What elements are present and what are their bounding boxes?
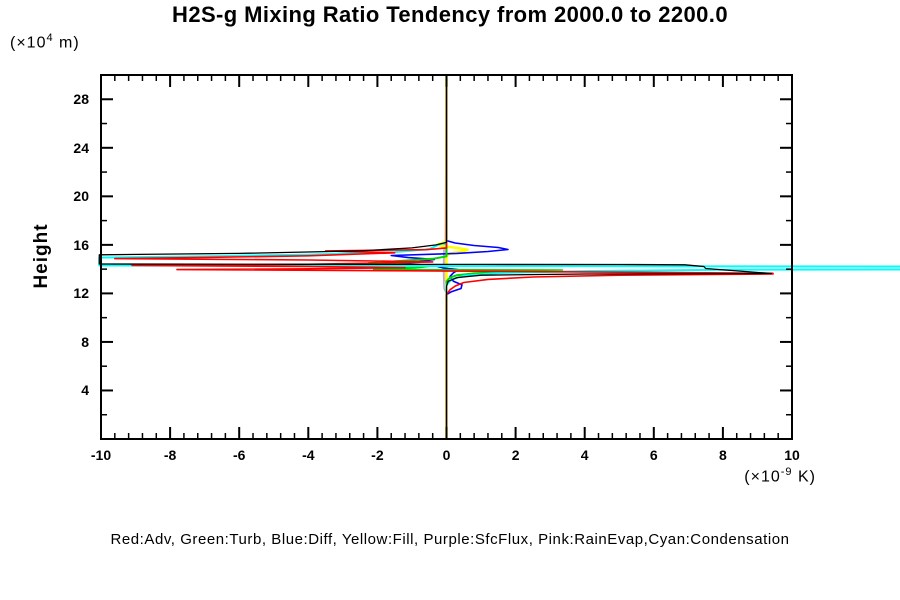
y-tick-label: 24 xyxy=(73,139,89,156)
y-tick-label: 4 xyxy=(81,382,89,399)
y-tick-label: 8 xyxy=(81,333,89,350)
x-tick-label: 10 xyxy=(784,447,800,463)
x-tick-label: -6 xyxy=(232,447,246,463)
series-adv xyxy=(114,77,774,438)
series-diff xyxy=(390,77,509,438)
x-tick-label: -4 xyxy=(302,447,315,463)
x-tick-label: 0 xyxy=(442,447,451,463)
y-tick-label: 12 xyxy=(73,285,89,302)
series-color-legend: Red:Adv, Green:Turb, Blue:Diff, Yellow:F… xyxy=(110,531,790,548)
x-tick-label: 6 xyxy=(649,447,658,463)
series-net xyxy=(98,77,772,438)
y-tick-label: 20 xyxy=(73,188,89,205)
series-turb xyxy=(367,77,564,438)
y-tick-label: 28 xyxy=(73,91,89,108)
y-axis-unit-label: (×104 m) xyxy=(10,32,80,52)
x-tick-label: -2 xyxy=(371,447,384,463)
chart-title: H2S-g Mixing Ratio Tendency from 2000.0 … xyxy=(172,2,728,27)
x-tick-label: -10 xyxy=(90,447,112,463)
x-tick-label: -8 xyxy=(163,447,177,463)
y-tick-label: 16 xyxy=(73,236,89,253)
x-axis-unit-label: (×10-9 K) xyxy=(744,466,816,486)
x-tick-label: 4 xyxy=(580,447,589,463)
x-tick-label: 8 xyxy=(718,447,727,463)
x-tick-label: 2 xyxy=(511,447,520,463)
